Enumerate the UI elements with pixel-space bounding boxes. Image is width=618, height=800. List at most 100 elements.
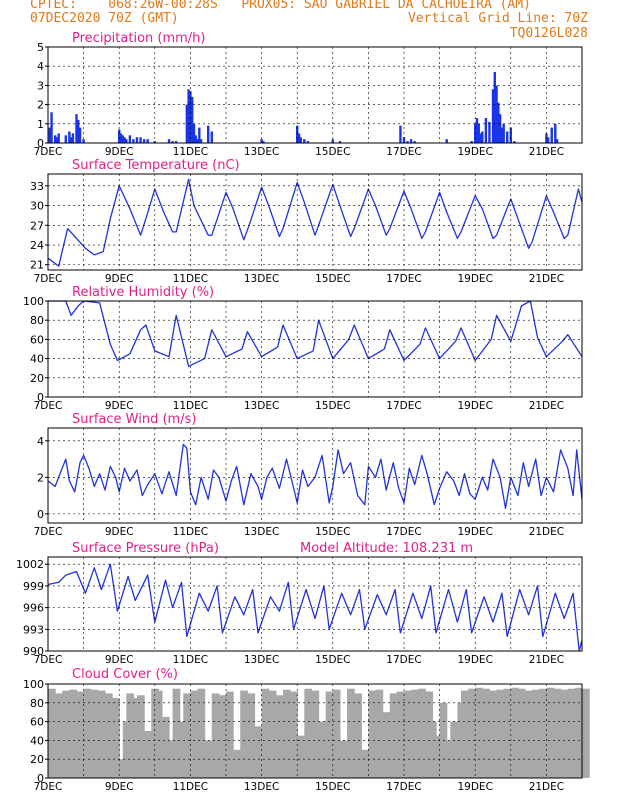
precip-ytick-label: 4 [37,60,44,73]
relative-humidity-panel: 0 20 40 60 80 100 7DEC 9DEC 11DEC 13DEC 15DEC 17DEC… [23,285,583,412]
precip-bar [75,114,78,143]
cloud-column [539,688,547,778]
cloud-xtick-label: 17DEC [386,781,421,793]
precip-bar [121,135,124,143]
precip-bar [402,137,406,143]
precip-bar [297,133,301,143]
precip-bar [488,121,491,143]
precip-bar [409,139,413,143]
cloud-column [69,689,78,778]
rh-frame [47,300,583,398]
header-line-2-right: Vertical Grid Line: 70Z [407,11,588,26]
cloud-column [55,693,63,778]
cloud-column [226,691,234,778]
cloud-column [567,688,576,778]
precip-bar [198,127,201,143]
cloud-frame [47,683,583,779]
precip-bar [123,137,126,143]
precip-bar [142,139,146,143]
cloud-column [233,749,241,778]
cloud-column [411,689,419,778]
precip-bar [546,137,550,143]
precip-bar [550,127,553,143]
pres-xtick-label: 15DEC [315,654,350,666]
pres-ytick-label: 990 [23,645,44,658]
cloud-column [90,689,99,778]
cloud-xtick-label: 13DEC [244,781,279,793]
precip-bar [82,139,85,143]
cloud-column [282,689,291,778]
precip-bar [495,85,498,143]
cloud-xtick-label: 9DEC [105,781,134,793]
precip-xtick-label: 11DEC [173,146,208,158]
cloud-column [129,698,138,778]
header-line-2-left: 07DEC2020 70Z (GMT) [30,11,179,26]
cloud-column [468,688,476,778]
temp-line [47,178,583,267]
wind-xtick-label: 17DEC [386,526,421,538]
precip-bar [481,131,484,143]
precip-xtick-label: 21DEC [529,146,564,158]
precip-bar [69,137,73,143]
cloud-column [275,695,284,778]
cloud-column [76,691,85,778]
precip-xtick-label: 7DEC [34,146,63,158]
precip-bar [194,135,197,143]
temp-frame [47,173,583,271]
cloud-column [97,690,106,778]
precip-bar [509,127,512,143]
rh-ytick-label: 100 [23,295,44,308]
precip-bar [187,89,190,143]
precip-bar [196,139,199,143]
precip-bar [167,139,171,143]
cloud-column [48,688,56,778]
rh-xtick-label: 17DEC [386,400,421,412]
temp-xtick-label: 9DEC [105,273,134,285]
pres-xtick-label: 19DEC [457,654,492,666]
surface-pressure-panel: 990 993 996 999 1002 7DEC 9DEC 11DEC 13DEC 15DEC 1… [16,541,583,666]
cloud-xtick-label: 21DEC [529,781,564,793]
pres-xtick-label: 13DEC [244,654,279,666]
cloud-cover-panel: 0 20 40 60 80 100 7DEC 9DEC 11DEC 13DEC 15DEC 17DEC… [23,667,590,793]
precip-bar [406,141,409,143]
precip-bar [125,139,128,143]
wind-xtick-label: 19DEC [457,526,492,538]
pres-ytick-label: 993 [23,623,44,636]
surface-wind-panel: 0 2 4 7DEC 9DEC 11DEC 13DEC 15DEC 17DEC 19DEC 21DE… [34,412,583,538]
precip-xtick-label: 9DEC [105,146,134,158]
temp-xtick-label: 19DEC [457,273,492,285]
precip-bar [475,118,479,143]
precip-bar [174,141,178,143]
pres-ytick-label: 1002 [16,558,44,571]
cloud-column [304,688,313,778]
pres-ytick-label: 996 [23,602,44,615]
precipitation-title: Precipitation (mm/h) [72,31,205,46]
cloud-column [247,693,256,778]
temp-xtick-label: 11DEC [173,273,208,285]
precip-bar [498,114,502,143]
rh-xtick-label: 19DEC [457,400,492,412]
cloud-column [396,691,405,778]
temp-xtick-label: 13DEC [244,273,279,285]
cloud-column [525,690,533,778]
cloud-column [154,690,163,778]
precip-bar [207,125,210,143]
wind-xtick-label: 21DEC [529,526,564,538]
precip-bar [55,137,59,143]
precip-bar [555,139,559,143]
cloud-column [482,688,491,778]
pres-frame [47,556,583,652]
header-line-1: CPTEC: 068:26W-00:28S PROX05: SAO GABRIE… [30,0,531,12]
cloud-column [489,690,498,778]
precip-bar [139,137,142,143]
temp-ytick-label: 27 [30,219,44,232]
pres-xtick-label: 17DEC [386,654,421,666]
cloud-column [389,693,398,778]
precip-bar [57,133,60,143]
wind-xtick-label: 15DEC [315,526,350,538]
rh-xtick-label: 9DEC [105,400,134,412]
precip-bar [500,127,504,143]
wind-ytick-label: 2 [37,471,44,484]
precip-bar [146,139,149,143]
cloud-column [354,693,362,778]
